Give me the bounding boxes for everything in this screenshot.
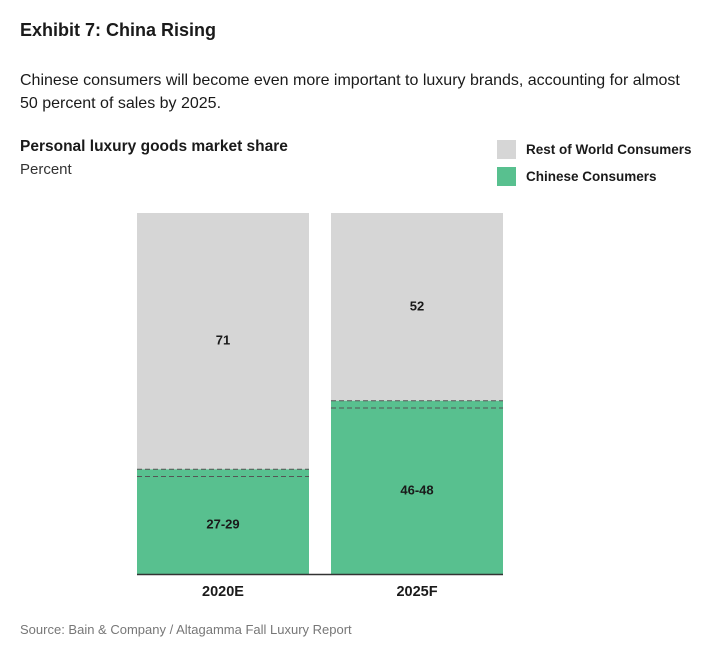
bar-rest-of-world-2025F xyxy=(331,213,503,401)
exhibit-title: Exhibit 7: China Rising xyxy=(20,20,217,40)
x-tick-label-2020E: 2020E xyxy=(202,584,244,600)
exhibit-subtitle: Chinese consumers will become even more … xyxy=(20,72,680,112)
legend-swatch-rest-of-world xyxy=(497,140,516,159)
legend-item-chinese: Chinese Consumers xyxy=(497,167,692,186)
stacked-bar-chart: 71 27-29 2020E 52 46-48 2025F xyxy=(137,213,503,600)
legend-label-rest-of-world: Rest of World Consumers xyxy=(526,142,692,157)
legend-swatch-chinese xyxy=(497,167,516,186)
data-label-rest-of-world-2025F: 52 xyxy=(410,298,424,313)
data-label-chinese-2020E: 27-29 xyxy=(206,517,239,532)
bar-rest-of-world-2020E xyxy=(137,213,309,470)
data-label-chinese-2025F: 46-48 xyxy=(400,482,433,497)
x-tick-label-2025F: 2025F xyxy=(396,584,437,600)
bar-chinese-2020E xyxy=(137,469,309,574)
chart-title: Personal luxury goods market share xyxy=(20,138,288,155)
chart-legend: Rest of World Consumers Chinese Consumer… xyxy=(497,140,692,194)
chart-unit-label: Percent xyxy=(20,161,72,178)
source-note: Source: Bain & Company / Altagamma Fall … xyxy=(20,622,352,637)
data-label-rest-of-world-2020E: 71 xyxy=(216,333,230,348)
legend-item-rest-of-world: Rest of World Consumers xyxy=(497,140,692,159)
bar-chinese-2025F xyxy=(331,400,503,574)
legend-label-chinese: Chinese Consumers xyxy=(526,169,657,184)
